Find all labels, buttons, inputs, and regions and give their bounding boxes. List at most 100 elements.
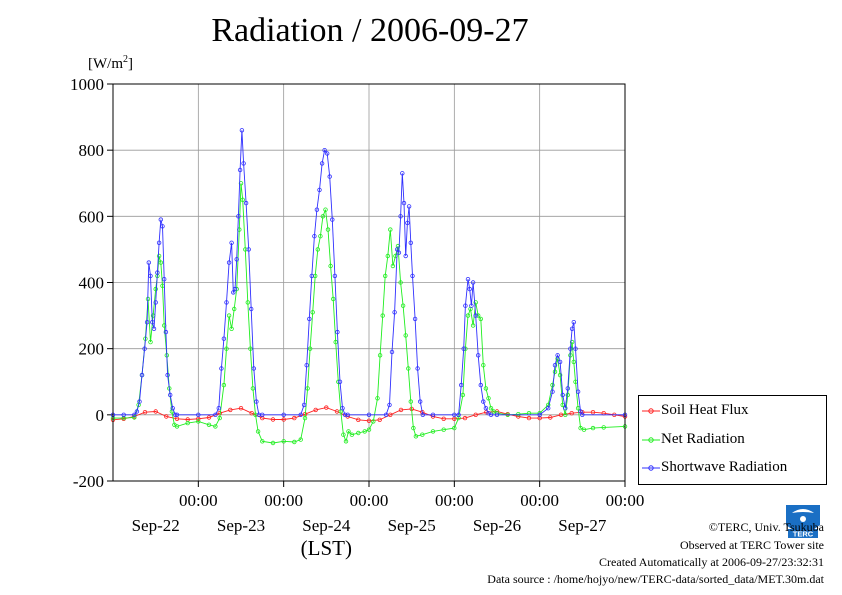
data-point-net-radiation — [217, 415, 222, 421]
data-point-shortwave-radiation — [150, 320, 155, 325]
data-point-shortwave-radiation — [410, 273, 415, 279]
data-point-shortwave-radiation — [155, 270, 160, 275]
series-line-shortwave-radiation — [113, 130, 625, 416]
data-point-soil-heat-flux — [313, 407, 318, 413]
data-point-net-radiation — [231, 306, 237, 312]
data-point-shortwave-radiation — [568, 346, 573, 351]
data-point-net-radiation — [226, 313, 232, 318]
data-point-soil-heat-flux — [164, 414, 169, 419]
data-point-shortwave-radiation — [213, 412, 218, 417]
data-point-net-radiation — [224, 346, 229, 351]
data-point-soil-heat-flux — [292, 415, 297, 421]
credit-source: Data source : /home/hojyo/new/TERC-data/… — [487, 572, 824, 586]
x-date-label: Sep-26 — [473, 516, 521, 535]
credit-copyright: ©TERC, Univ. Tsukuba — [708, 520, 824, 534]
data-point-soil-heat-flux — [377, 417, 382, 422]
data-point-net-radiation — [491, 409, 496, 414]
y-axis-unit: [W/m2] — [88, 54, 133, 72]
data-point-net-radiation — [398, 280, 403, 285]
data-point-net-radiation — [362, 429, 367, 434]
data-point-net-radiation — [174, 424, 180, 429]
data-point-shortwave-radiation — [319, 161, 325, 166]
data-point-net-radiation — [403, 333, 408, 338]
data-point-net-radiation — [420, 432, 425, 437]
data-point-shortwave-radiation — [546, 406, 551, 411]
data-point-net-radiation — [158, 260, 163, 265]
data-point-shortwave-radiation — [452, 412, 457, 417]
chart-title: Radiation / 2006-09-27 — [211, 12, 529, 49]
data-point-shortwave-radiation — [555, 353, 560, 358]
data-point-shortwave-radiation — [246, 247, 251, 252]
data-point-soil-heat-flux — [558, 412, 564, 417]
data-point-shortwave-radiation — [167, 392, 173, 398]
data-point-net-radiation — [240, 197, 245, 202]
data-point-shortwave-radiation — [139, 372, 145, 378]
data-point-net-radiation — [465, 313, 471, 318]
data-point-shortwave-radiation — [580, 412, 585, 417]
data-point-shortwave-radiation — [170, 406, 175, 411]
data-point-net-radiation — [343, 439, 349, 444]
data-point-net-radiation — [325, 227, 331, 232]
data-point-shortwave-radiation — [239, 128, 245, 133]
data-point-shortwave-radiation — [467, 286, 472, 292]
data-point-shortwave-radiation — [322, 147, 327, 153]
data-point-shortwave-radiation — [248, 306, 254, 312]
x-tick-label: 00:00 — [520, 491, 559, 510]
data-point-soil-heat-flux — [548, 415, 553, 420]
data-point-shortwave-radiation — [332, 273, 338, 279]
data-point-shortwave-radiation — [237, 167, 243, 173]
y-tick-labels: 1000 800 600 400 200 0 -200 — [70, 75, 104, 491]
data-point-shortwave-radiation — [465, 277, 471, 282]
data-point-net-radiation — [578, 425, 583, 431]
x-date-label: Sep-27 — [558, 516, 607, 535]
data-point-shortwave-radiation — [494, 412, 500, 417]
data-point-shortwave-radiation — [121, 412, 126, 417]
data-point-net-radiation — [569, 339, 575, 345]
data-point-shortwave-radiation — [395, 247, 400, 252]
data-point-shortwave-radiation — [234, 257, 239, 262]
data-point-net-radiation — [430, 429, 436, 434]
data-point-shortwave-radiation — [232, 286, 238, 292]
y-tick-label: 600 — [79, 207, 105, 226]
data-point-net-radiation — [221, 382, 227, 388]
data-point-shortwave-radiation — [337, 379, 343, 384]
data-point-soil-heat-flux — [249, 411, 254, 416]
data-point-net-radiation — [460, 392, 466, 398]
data-point-net-radiation — [270, 440, 276, 446]
data-point-soil-heat-flux — [388, 412, 393, 417]
data-point-shortwave-radiation — [412, 316, 418, 322]
legend-marker-shortwave-radiation — [642, 465, 660, 471]
data-point-net-radiation — [377, 353, 383, 358]
data-point-shortwave-radiation — [309, 273, 314, 279]
data-point-net-radiation — [132, 415, 137, 420]
legend-label-net-radiation: Net Radiation — [661, 431, 745, 447]
data-point-net-radiation — [400, 303, 406, 308]
data-point-net-radiation — [346, 429, 351, 434]
data-point-shortwave-radiation — [174, 412, 180, 417]
data-point-shortwave-radiation — [165, 372, 170, 378]
data-point-soil-heat-flux — [196, 416, 201, 421]
data-point-net-radiation — [390, 263, 396, 269]
data-point-net-radiation — [349, 432, 355, 437]
data-point-shortwave-radiation — [301, 402, 307, 408]
x-date-label: Sep-24 — [302, 516, 351, 535]
data-point-net-radiation — [213, 424, 218, 429]
data-point-shortwave-radiation — [132, 412, 137, 417]
data-point-shortwave-radiation — [456, 412, 461, 417]
data-point-shortwave-radiation — [142, 346, 147, 351]
data-point-net-radiation — [478, 316, 483, 322]
y-tick-label: 800 — [79, 141, 105, 160]
data-point-shortwave-radiation — [148, 273, 153, 279]
data-point-net-radiation — [601, 425, 606, 430]
data-point-soil-heat-flux — [526, 415, 532, 421]
data-point-shortwave-radiation — [260, 412, 265, 417]
data-point-net-radiation — [298, 437, 303, 442]
data-point-soil-heat-flux — [228, 407, 233, 413]
data-point-soil-heat-flux — [398, 407, 404, 413]
data-point-shortwave-radiation — [430, 412, 436, 417]
data-point-shortwave-radiation — [470, 280, 476, 285]
data-point-shortwave-radiation — [158, 217, 163, 222]
data-point-net-radiation — [305, 386, 310, 391]
x-date-label: Sep-23 — [217, 516, 265, 535]
legend-marker-soil-heat-flux — [642, 408, 660, 414]
